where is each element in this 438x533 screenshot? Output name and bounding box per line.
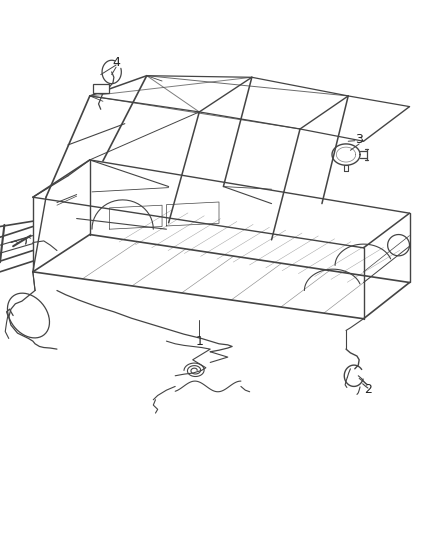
Text: 3: 3 bbox=[355, 133, 363, 146]
Text: 1: 1 bbox=[195, 335, 203, 348]
Bar bbox=[93, 84, 109, 93]
Text: 2: 2 bbox=[364, 383, 372, 395]
Text: 4: 4 bbox=[112, 56, 120, 69]
